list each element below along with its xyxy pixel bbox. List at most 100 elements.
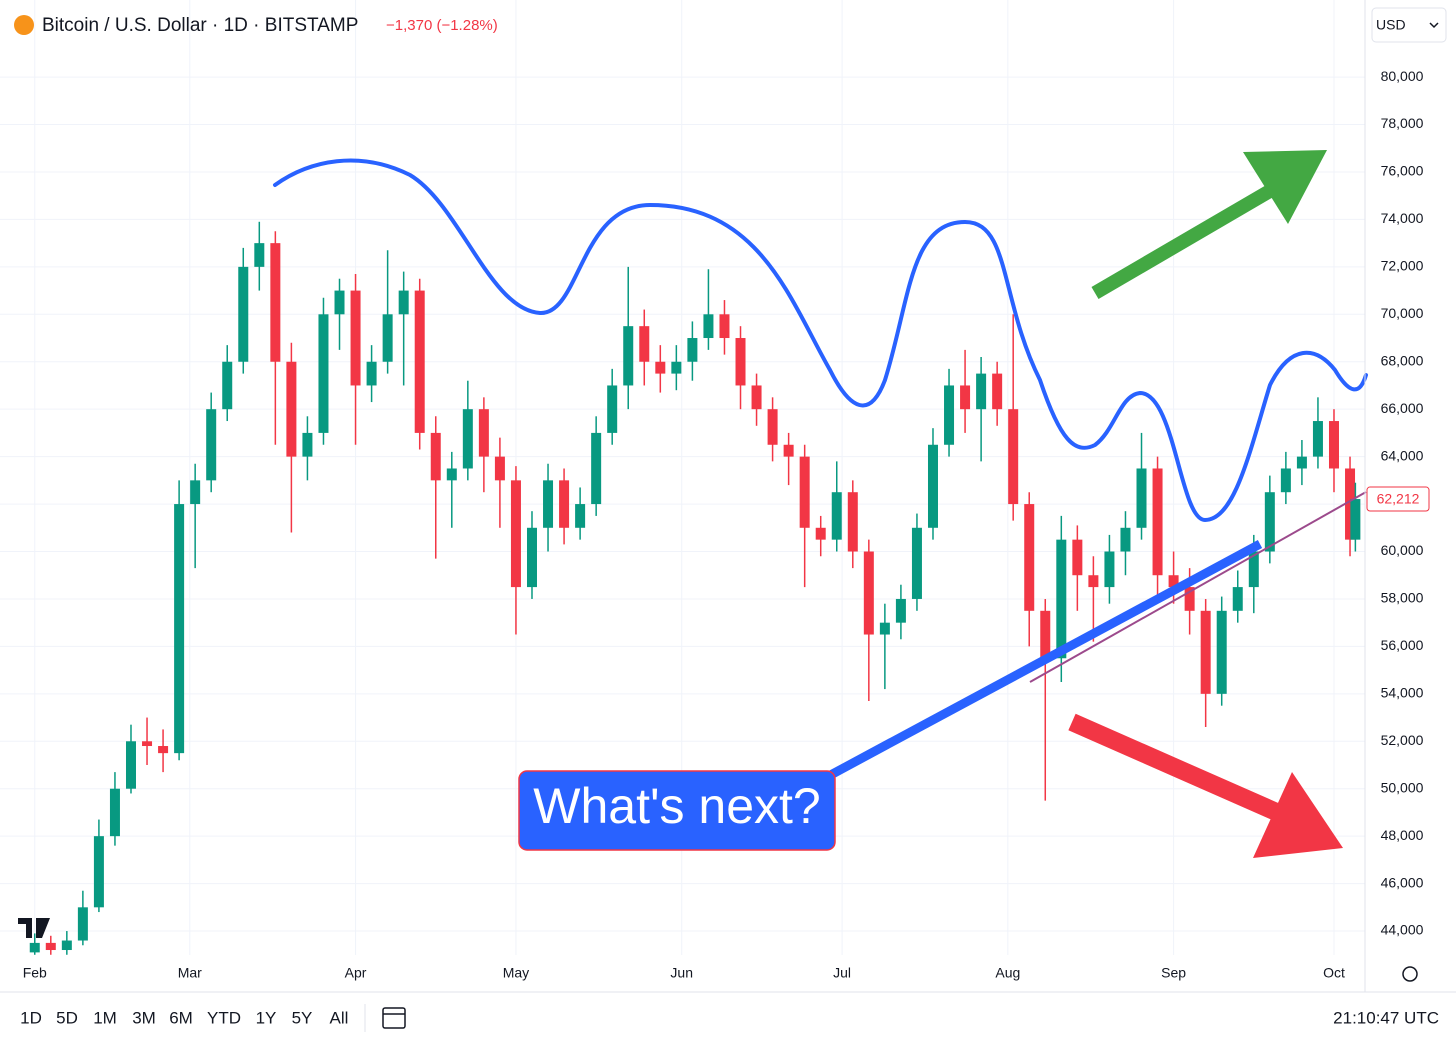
candle-body (1120, 527, 1131, 552)
candle-body (302, 432, 313, 457)
candle-body (575, 504, 586, 528)
candle-body (1040, 610, 1051, 659)
candle-body (1152, 468, 1163, 576)
candle-body (559, 480, 570, 528)
candle-body (895, 598, 906, 623)
candle-body (109, 788, 120, 837)
candle-body (655, 361, 666, 374)
y-tick-label: 78,000 (1381, 115, 1424, 131)
y-tick-label: 74,000 (1381, 210, 1424, 226)
candle-body (526, 527, 537, 588)
y-tick-label: 46,000 (1381, 874, 1424, 890)
range-button[interactable]: 5Y (292, 1008, 313, 1027)
change-label: −1,370 (−1.28%) (386, 17, 498, 34)
candle-body (1216, 610, 1227, 694)
x-tick-label: Feb (23, 965, 47, 981)
candle-body (93, 836, 104, 908)
range-button[interactable]: All (330, 1008, 349, 1027)
candle-body (976, 373, 987, 410)
range-button[interactable]: 3M (132, 1008, 156, 1027)
last-price-box (1366, 486, 1430, 512)
candle-body (1232, 587, 1243, 611)
candle-body (607, 385, 618, 433)
clock: 21:10:47 UTC (1333, 1008, 1439, 1027)
candle-body (1072, 539, 1083, 576)
candle-body (158, 746, 169, 754)
y-tick-label: 52,000 (1381, 732, 1424, 748)
candle-body (591, 432, 602, 505)
callout-text: What's next? (533, 778, 820, 834)
y-tick-label: 80,000 (1381, 68, 1424, 84)
candle-body (1345, 468, 1356, 540)
candles (29, 221, 1361, 955)
green-arrow-shaft (1091, 181, 1279, 300)
candle-body (222, 361, 233, 410)
candle-body (1104, 551, 1115, 588)
candle-body (1008, 409, 1019, 505)
tv-logo (18, 918, 50, 938)
candle-body (414, 290, 425, 433)
currency-box[interactable] (1371, 7, 1447, 43)
green-arrow-head (1243, 150, 1327, 224)
y-tick-label: 70,000 (1381, 305, 1424, 321)
toolbar: 1D 5D 1M 3M 6M YTD 1Y 5Y All 21:10:47 UTC (20, 1008, 1439, 1027)
candle-body (767, 409, 778, 445)
y-tick-label: 56,000 (1381, 637, 1424, 653)
calendar-icon[interactable] (382, 1007, 406, 1029)
candle-body (1168, 575, 1179, 588)
y-tick-label: 48,000 (1381, 827, 1424, 843)
candle-body (543, 480, 554, 528)
candle-body (735, 338, 746, 386)
candle-body (286, 361, 297, 457)
currency[interactable]: USD (1376, 17, 1406, 33)
candle-body (462, 409, 473, 469)
candle-body (430, 432, 441, 481)
x-tick-label: Jun (670, 965, 693, 981)
range-button[interactable]: YTD (207, 1008, 241, 1027)
candle-body (190, 480, 201, 505)
candle-body (1088, 575, 1099, 588)
candle-body (815, 527, 826, 540)
candle-body (494, 456, 505, 481)
x-tick-label: Aug (995, 965, 1020, 981)
red-arrow-shaft (1068, 713, 1294, 827)
candle-body (446, 468, 457, 481)
candle-body (639, 326, 650, 362)
range-button[interactable]: 1M (93, 1008, 117, 1027)
y-tick-label: 66,000 (1381, 400, 1424, 416)
candle-body (1280, 468, 1291, 493)
range-button[interactable]: 1Y (256, 1008, 277, 1027)
range-button[interactable]: 5D (56, 1008, 78, 1027)
y-tick-label: 60,000 (1381, 542, 1424, 558)
candle-body (61, 940, 72, 951)
range-button[interactable]: 1D (20, 1008, 42, 1027)
y-tick-label: 76,000 (1381, 163, 1424, 179)
candle-body (992, 373, 1003, 410)
candle-body (623, 326, 634, 386)
candle-body (1264, 492, 1275, 552)
candle-body (206, 409, 217, 481)
candle-body (350, 290, 361, 386)
candle-body (174, 504, 185, 754)
calendar-frame[interactable] (382, 1007, 406, 1029)
candle-body (927, 444, 938, 528)
candle-body (142, 741, 153, 747)
candle-body (125, 741, 136, 789)
currency-caret (1429, 22, 1439, 29)
x-tick-label: Sep (1161, 965, 1186, 981)
range-button[interactable]: 6M (169, 1008, 193, 1027)
candle-body (960, 385, 971, 410)
candle-body (382, 314, 393, 362)
settings-icon[interactable] (1402, 966, 1418, 982)
candle-body (1056, 539, 1067, 659)
candle-body (671, 361, 682, 374)
candle-body (1248, 551, 1259, 588)
candle-body (831, 492, 842, 540)
candle-body (270, 243, 281, 362)
candle-body (334, 290, 345, 315)
wave-drawing (273, 158, 1368, 523)
candle-body (719, 314, 730, 339)
candle-body (238, 266, 249, 362)
